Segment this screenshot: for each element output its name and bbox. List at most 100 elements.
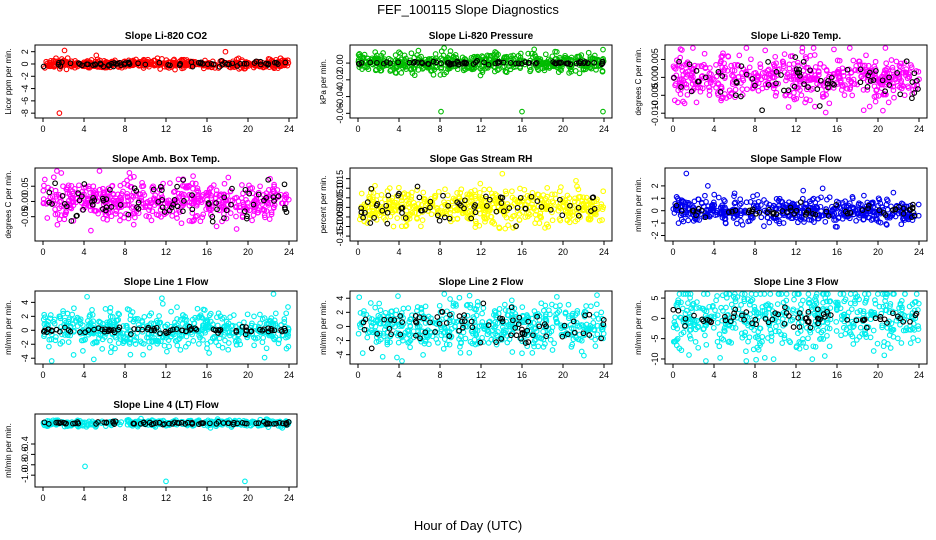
data-point [182,343,189,350]
data-point [279,200,285,207]
data-point [441,45,447,51]
data-point [855,201,862,208]
data-point [766,219,773,226]
data-point [57,63,64,69]
data-point [456,201,462,207]
data-point [911,70,918,77]
data-point [448,218,454,225]
data-point [461,205,467,212]
data-point [124,201,131,208]
data-point [841,92,848,98]
data-point [104,216,110,223]
data-point [206,201,212,207]
data-point [748,56,754,63]
data-point [532,53,539,60]
data-point [689,81,696,87]
data-point [791,83,798,90]
data-point [213,191,220,198]
y-axis-label: kPa per min. [319,59,328,104]
y-tick-label: -0.02 [335,70,345,91]
data-point [414,215,420,222]
outlier-point [395,293,401,299]
data-point [476,206,482,213]
data-point [472,218,479,225]
data-point [223,215,230,222]
data-point [806,76,813,83]
black-series [40,57,289,70]
data-point [367,189,374,196]
data-point [796,66,802,73]
data-point [537,210,544,217]
data-point [872,98,879,105]
data-point [755,73,762,80]
data-point [754,192,761,198]
data-point [393,60,400,67]
data-point [177,347,184,353]
data-point [600,46,606,53]
data-point [372,210,379,216]
data-point [761,197,767,203]
data-point [731,62,738,68]
black-series [46,176,290,225]
y-tick-label: -2 [335,337,345,345]
data-point [793,95,800,102]
data-point [398,70,405,76]
data-point [151,62,158,69]
data-point [595,57,602,64]
data-point [216,63,223,70]
data-point [535,191,542,198]
data-point [398,197,405,204]
data-point [860,75,867,82]
data-point [190,338,197,344]
data-point [177,61,184,67]
data-point [583,303,589,309]
data-point [61,216,68,223]
data-point [442,186,448,193]
data-point [174,342,181,349]
data-point [853,217,859,224]
data-point [675,220,682,226]
data-point [135,60,141,67]
data-point [462,66,469,73]
x-tick-label: 16 [517,247,527,257]
data-point [386,185,393,191]
data-point [242,205,248,211]
data-point [778,198,784,205]
data-point [259,206,265,213]
data-point [519,304,526,310]
plot-frame [34,44,298,119]
data-point [771,63,778,69]
data-point [44,60,51,67]
data-point [684,91,691,98]
data-point [83,61,90,68]
data-point [685,217,692,224]
data-point [494,67,501,73]
x-tick-label: 20 [558,124,568,134]
data-point [376,300,383,307]
data-point [283,310,290,317]
data-point [190,173,196,179]
data-point [268,211,275,218]
data-point [130,221,137,228]
data-point [479,194,486,201]
data-point [876,78,882,84]
data-point [131,173,137,180]
data-point [176,193,183,200]
data-point [236,204,243,211]
data-point [865,72,872,79]
data-point [732,86,739,93]
data-point [731,67,738,74]
data-point [801,81,807,87]
data-point [446,341,453,348]
data-point [389,198,395,204]
data-point [525,210,532,217]
y-axis-label: degrees C per min. [634,47,643,115]
data-point [766,201,773,208]
data-point [844,85,851,92]
data-point [882,45,889,51]
data-point [515,60,522,67]
data-point [581,204,588,211]
data-point [103,196,110,203]
data-point [387,60,393,66]
